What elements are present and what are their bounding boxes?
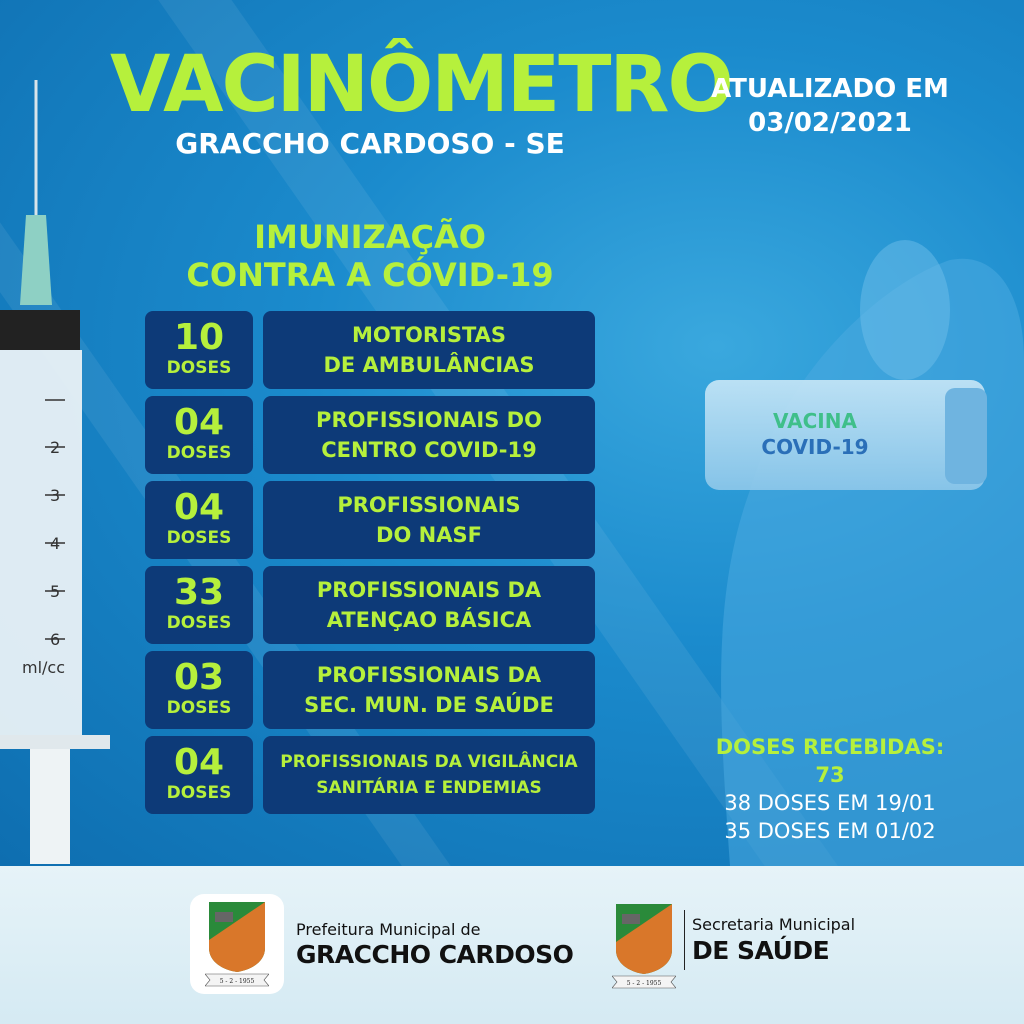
vial-label-line1: VACINA (773, 409, 857, 433)
group-line1: PROFISSIONAIS DA (316, 663, 542, 687)
dose-count-box: 04 DOSES (145, 481, 253, 559)
syringe-mark: 5 (50, 582, 60, 601)
dose-row: 04 DOSES PROFISSIONAIS DO NASF (145, 481, 595, 559)
doses-received: DOSES RECEBIDAS: 73 (715, 735, 945, 787)
dose-group: PROFISSIONAIS DA SEC. MUN. DE SAÚDE (263, 651, 595, 729)
updated-value: 03/02/2021 (748, 108, 912, 138)
page-title: VACINÔMETRO (110, 40, 734, 130)
section-heading: IMUNIZAÇÃO CONTRA A CÓVID-19 (150, 218, 590, 294)
dose-count: 33 (173, 572, 225, 613)
group-line2: DO NASF (376, 523, 482, 547)
group-line2: ATENÇAO BÁSICA (326, 608, 532, 632)
dose-count-box: 03 DOSES (145, 651, 253, 729)
syringe-mark: 3 (50, 486, 60, 505)
dose-list: 10 DOSES MOTORISTAS DE AMBULÂNCIAS 04 DOSES… (145, 311, 595, 821)
municipal-crest-logo: 5 - 2 - 1955 (612, 904, 676, 989)
footer (0, 866, 1024, 1024)
heading-line1: IMUNIZAÇÃO (254, 218, 486, 256)
dose-unit: DOSES (166, 443, 232, 463)
group-line1: PROFISSIONAIS DA (316, 578, 542, 602)
dose-count: 04 (173, 487, 225, 528)
dose-group: MOTORISTAS DE AMBULÂNCIAS (263, 311, 595, 389)
vial-cap (945, 388, 987, 484)
syringe-illustration: 2 3 4 5 6 ml/cc (0, 80, 110, 864)
crest-date: 5 - 2 - 1955 (627, 980, 662, 987)
dose-unit: DOSES (166, 698, 232, 718)
dose-unit: DOSES (166, 358, 232, 378)
group-line1: PROFISSIONAIS DO (316, 408, 542, 432)
dose-group: PROFISSIONAIS DO NASF (263, 481, 595, 559)
group-line1: PROFISSIONAIS DA VIGILÂNCIA (280, 752, 578, 772)
dose-count: 10 (173, 317, 225, 358)
secretaria-label: Secretaria Municipal (692, 915, 856, 934)
dose-row: 33 DOSES PROFISSIONAIS DA ATENÇAO BÁSICA (145, 566, 595, 644)
dose-row: 04 DOSES PROFISSIONAIS DA VIGILÂNCIA SANIT… (145, 736, 595, 814)
dose-count-box: 04 DOSES (145, 396, 253, 474)
dose-row: 03 DOSES PROFISSIONAIS DA SEC. MUN. DE SAÚ… (145, 651, 595, 729)
city-subtitle: GRACCHO CARDOSO - SE (175, 127, 565, 160)
doses-batch: 38 DOSES EM 19/01 (724, 791, 936, 815)
dose-unit: DOSES (166, 783, 232, 803)
dose-row: 10 DOSES MOTORISTAS DE AMBULÂNCIAS (145, 311, 595, 389)
heading-line2: CONTRA A CÓVID-19 (186, 256, 554, 294)
syringe-mark: 4 (50, 534, 60, 553)
secretaria-name: DE SAÚDE (692, 936, 830, 965)
vaccine-vial (705, 380, 985, 490)
syringe-unit: ml/cc (22, 658, 65, 677)
dose-count: 03 (173, 657, 225, 698)
dose-count: 04 (173, 742, 225, 783)
group-line1: PROFISSIONAIS (337, 493, 521, 517)
footer-divider (684, 910, 685, 970)
vial-label-line2: COVID-19 (761, 435, 869, 459)
dose-count-box: 10 DOSES (145, 311, 253, 389)
dose-group: PROFISSIONAIS DA VIGILÂNCIA SANITÁRIA E E… (263, 736, 595, 814)
group-line1: MOTORISTAS (351, 323, 507, 347)
crest-date: 5 - 2 - 1955 (220, 978, 255, 985)
doses-batch: 35 DOSES EM 01/02 (724, 819, 936, 843)
updated-label: ATUALIZADO EM (711, 74, 949, 104)
group-line2: CENTRO COVID-19 (321, 438, 537, 462)
syringe-mark: 2 (50, 438, 60, 457)
dose-count: 04 (173, 402, 225, 443)
dose-unit: DOSES (166, 613, 232, 633)
group-line2: DE AMBULÂNCIAS (323, 353, 535, 377)
syringe-mark: 6 (50, 630, 60, 649)
dose-count-box: 04 DOSES (145, 736, 253, 814)
group-line2: SEC. MUN. DE SAÚDE (304, 693, 554, 717)
dose-unit: DOSES (166, 528, 232, 548)
municipal-crest-logo: 5 - 2 - 1955 (205, 902, 269, 987)
prefeitura-name: GRACCHO CARDOSO (296, 940, 574, 969)
group-line2: SANITÁRIA E ENDEMIAS (316, 778, 542, 798)
dose-group: PROFISSIONAIS DA ATENÇAO BÁSICA (263, 566, 595, 644)
dose-row: 04 DOSES PROFISSIONAIS DO CENTRO COVID-19 (145, 396, 595, 474)
doses-summary: DOSES RECEBIDAS: 73 38 DOSES EM 19/01 35… (700, 733, 960, 845)
updated-date: ATUALIZADO EM 03/02/2021 (700, 72, 960, 140)
dose-group: PROFISSIONAIS DO CENTRO COVID-19 (263, 396, 595, 474)
prefeitura-label: Prefeitura Municipal de (296, 920, 481, 939)
dose-count-box: 33 DOSES (145, 566, 253, 644)
vial-label: VACINA COVID-19 (740, 408, 890, 460)
poster: 2 3 4 5 6 ml/cc VACINA COVID-19 VACINÔME… (0, 0, 1024, 866)
